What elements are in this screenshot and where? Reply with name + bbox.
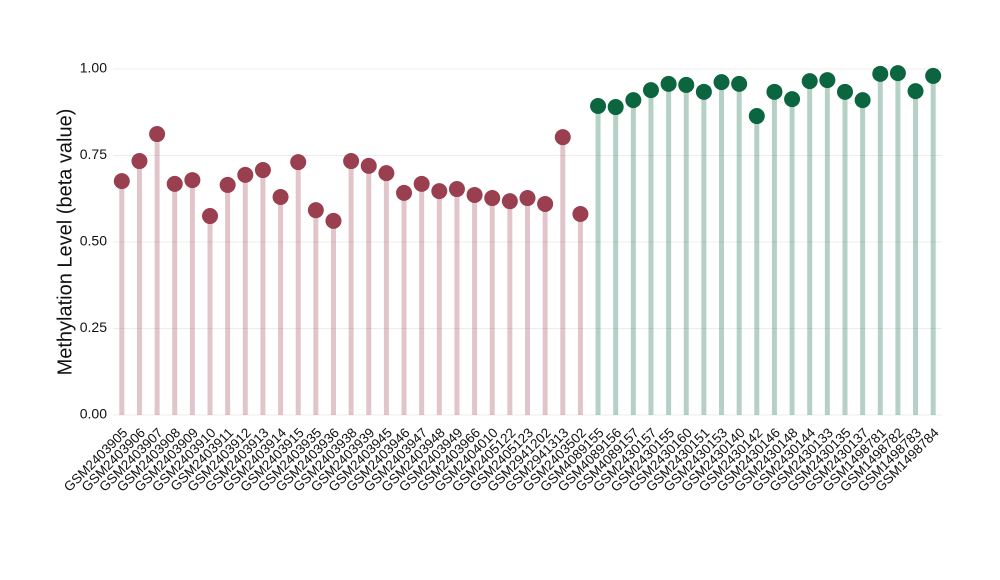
- dot: [748, 108, 765, 125]
- dot: [713, 74, 730, 91]
- dot: [290, 154, 307, 171]
- dot: [431, 183, 448, 200]
- dot: [272, 189, 289, 206]
- dot: [202, 208, 219, 225]
- dot: [695, 83, 712, 100]
- dot: [660, 75, 677, 92]
- dot: [801, 73, 818, 90]
- dot: [413, 175, 430, 192]
- dot: [731, 75, 748, 92]
- dot: [149, 126, 166, 143]
- dot: [889, 65, 906, 82]
- dot: [325, 212, 342, 229]
- dot: [131, 153, 148, 170]
- dot: [219, 176, 236, 193]
- y-tick-label: 0.75: [80, 146, 107, 162]
- dot: [396, 184, 413, 201]
- dot: [184, 172, 201, 189]
- dot: [836, 83, 853, 100]
- dot: [166, 175, 183, 192]
- dot: [466, 186, 483, 203]
- dot: [872, 65, 889, 82]
- dot: [625, 92, 642, 109]
- dot: [343, 153, 360, 170]
- dot: [854, 92, 871, 109]
- y-tick-label: 0.00: [80, 406, 107, 422]
- y-tick-label: 1.00: [80, 60, 107, 76]
- dot: [590, 98, 607, 115]
- y-tick-label: 0.50: [80, 233, 107, 249]
- dot: [642, 82, 659, 99]
- dot: [519, 190, 536, 207]
- dot: [484, 190, 501, 207]
- dot: [501, 193, 518, 210]
- y-tick-label: 0.25: [80, 319, 107, 335]
- dot: [554, 129, 571, 146]
- y-axis-title: Methylation Level (beta value): [54, 109, 76, 376]
- dot: [254, 162, 271, 179]
- dot: [113, 173, 130, 190]
- dot: [907, 83, 924, 100]
- dot: [378, 165, 395, 182]
- dot: [537, 195, 554, 212]
- dot: [360, 157, 377, 174]
- dot: [784, 91, 801, 108]
- dot: [925, 67, 942, 84]
- dot: [678, 76, 695, 93]
- dot: [819, 72, 836, 89]
- dot: [572, 205, 589, 222]
- dot: [607, 99, 624, 116]
- dot: [766, 83, 783, 100]
- dot: [307, 202, 324, 219]
- dot: [237, 166, 254, 183]
- dot: [448, 181, 465, 198]
